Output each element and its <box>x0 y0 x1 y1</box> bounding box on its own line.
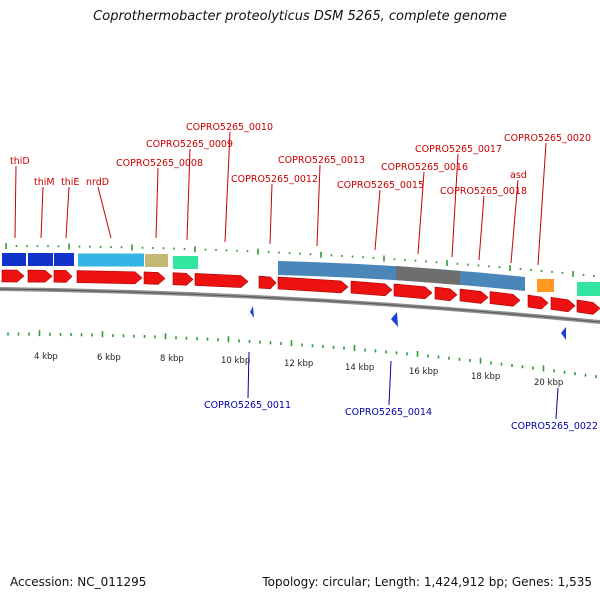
gene-label: COPRO5265_0017 <box>415 144 502 155</box>
gene-label: COPRO5265_0010 <box>186 122 273 133</box>
axis-labels: 4 kbp 6 kbp 8 kbp 10 kbp 12 kbp 14 kbp 1… <box>34 352 563 388</box>
cog-block-blue <box>28 253 53 266</box>
forward-gene-arrow <box>277 276 349 294</box>
gene-label: COPRO5265_0020 <box>504 133 591 144</box>
bottom-tick-track <box>7 330 597 379</box>
axis-label: 8 kbp <box>160 354 184 364</box>
cog-block-blue <box>2 253 26 266</box>
gene-label: thiM <box>34 177 55 188</box>
gene-label: thiE <box>61 177 79 188</box>
forward-gene-arrow <box>489 291 521 307</box>
gene-label: COPRO5265_0012 <box>231 174 318 185</box>
forward-gene-track <box>1 269 600 315</box>
gene-label: COPRO5265_0016 <box>381 162 468 173</box>
axis-label: 4 kbp <box>34 352 58 362</box>
cog-block-blue <box>54 253 74 266</box>
gene-label: COPRO5265_0013 <box>278 155 365 166</box>
forward-gene-labels: thiD thiM thiE nrdD COPRO5265_0008 COPRO… <box>10 122 591 266</box>
gene-label: COPRO5265_0014 <box>345 407 432 418</box>
forward-gene-arrow <box>194 273 249 288</box>
reverse-gene-marker <box>391 312 398 327</box>
axis-label: 16 kbp <box>409 367 438 377</box>
forward-gene-arrow <box>76 270 143 285</box>
accession-text: Accession: NC_011295 <box>10 575 147 589</box>
reverse-gene-track <box>250 306 566 340</box>
forward-gene-arrow <box>53 269 73 283</box>
gene-label: COPRO5265_0011 <box>204 400 291 411</box>
gene-label: COPRO5265_0018 <box>440 186 527 197</box>
cog-track <box>2 253 600 296</box>
top-tick-track <box>5 243 595 277</box>
forward-gene-arrow <box>172 272 194 286</box>
cog-block-gray <box>396 266 460 285</box>
forward-gene-arrow <box>143 271 166 285</box>
gene-label: COPRO5265_0008 <box>116 158 203 169</box>
forward-gene-arrow <box>459 288 489 304</box>
gene-label: COPRO5265_0022 <box>511 421 598 432</box>
gene-label: asd <box>510 170 527 181</box>
gene-label: thiD <box>10 156 30 167</box>
topology-summary: Topology: circular; Length: 1,424,912 bp… <box>262 575 592 589</box>
reverse-gene-marker <box>250 306 254 318</box>
axis-label: 6 kbp <box>97 353 121 363</box>
axis-label: 10 kbp <box>221 356 250 366</box>
map-title: Coprothermobacter proteolyticus DSM 5265… <box>93 9 507 24</box>
axis-label: 12 kbp <box>284 359 313 369</box>
axis-label: 18 kbp <box>471 372 500 382</box>
gene-label: COPRO5265_0015 <box>337 180 424 191</box>
forward-gene-arrow <box>434 286 458 302</box>
forward-gene-arrow <box>27 269 53 283</box>
forward-gene-arrow <box>550 296 576 313</box>
gene-label: COPRO5265_0009 <box>146 139 233 150</box>
reverse-gene-labels: COPRO5265_0011 COPRO5265_0014 COPRO5265_… <box>204 351 598 432</box>
forward-gene-arrow <box>258 275 277 290</box>
forward-gene-arrow <box>576 299 600 315</box>
cog-block-mint <box>577 282 600 296</box>
genome-backbone-inner <box>0 288 600 323</box>
cog-block-mint <box>173 256 198 269</box>
reverse-gene-marker <box>561 327 566 340</box>
axis-label: 20 kbp <box>534 378 563 388</box>
forward-gene-arrow <box>527 294 549 310</box>
forward-gene-arrow <box>1 269 25 283</box>
forward-gene-arrow <box>350 280 393 297</box>
cog-block-khaki <box>145 254 168 267</box>
gene-label: nrdD <box>86 177 109 188</box>
axis-label: 14 kbp <box>345 363 374 373</box>
cog-block-orange <box>537 279 554 292</box>
cog-block-cyan <box>78 253 144 267</box>
forward-gene-arrow <box>393 283 433 300</box>
